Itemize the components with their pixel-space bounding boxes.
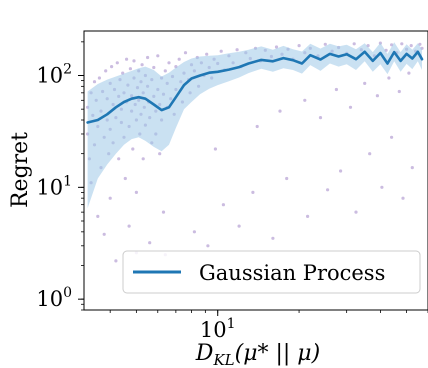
x-axis-label: DKL(μ* || μ) [195,341,320,368]
scatter-point-178 [397,89,401,94]
legend: Gaussian Process [122,250,421,294]
gp-mean-line [86,50,424,124]
scatter-point-132 [323,42,327,46]
scatter-point-164 [380,185,384,189]
scatter-point-128 [297,44,301,48]
scatter-point-124 [274,45,279,49]
scatter-point-6 [92,80,97,84]
scatter-point-148 [418,42,422,46]
scatter-point-32 [117,157,121,161]
scatter-point-174 [348,105,353,109]
scatter-point-53 [134,190,138,194]
axes-frame [83,30,428,311]
scatter-point-88 [167,61,171,65]
scatter-point-159 [306,214,310,218]
scatter-point-170 [278,109,282,113]
y-tick-label-2: 102 [36,62,72,88]
scatter-point-153 [206,244,210,248]
scatter-point-152 [192,230,196,234]
scatter-point-78 [156,54,160,58]
scatter-point-45 [128,67,132,71]
scatter-point-162 [354,210,358,214]
scatter-point-171 [303,98,307,102]
scatter-point-155 [237,224,241,228]
scatter-point-173 [334,87,338,92]
scatter-point-161 [339,169,343,173]
scatter-point-30 [115,61,119,65]
scatter-point-70 [148,241,152,245]
scatter-point-85 [163,69,167,73]
scatter-point-177 [387,76,391,80]
scatter-point-16 [102,232,106,236]
scatter-point-39 [123,176,127,181]
scatter-point-17 [104,69,108,73]
scatter-point-169 [255,124,259,129]
scatter-point-84 [161,210,166,214]
scatter-point-116 [235,48,239,52]
scatter-point-24 [110,65,114,69]
scatter-point-158 [285,176,289,181]
scatter-point-50 [132,59,136,63]
scatter-point-166 [401,196,405,200]
scatter-point-154 [221,203,225,207]
scatter-point-44 [127,224,131,228]
legend-box [122,250,421,294]
scatter-point-176 [375,94,379,98]
scatter-point-156 [251,190,255,194]
y-tick-label-1: 101 [36,173,72,199]
scatter-point-48 [131,147,135,151]
plot-area [86,41,424,263]
y-tick-label-0: 100 [36,285,72,311]
scatter-point-179 [407,71,411,75]
scatter-point-94 [177,57,181,61]
scatter-point-157 [271,236,275,240]
scatter-point-10 [96,214,100,218]
scatter-point-168 [213,147,217,151]
legend-label-gaussian-process: Gaussian Process [199,261,385,285]
scatter-point-67 [146,55,150,60]
scatter-point-163 [368,152,372,156]
x-tick-label-0: 101 [200,316,236,342]
scatter-point-107 [205,52,209,56]
scatter-point-172 [318,116,323,120]
scatter-point-62 [141,157,145,161]
scatter-point-112 [219,49,223,53]
scatter-point-167 [410,166,414,170]
scatter-point-11 [97,76,101,80]
scatter-point-146 [409,44,413,48]
scatter-point-165 [390,135,394,139]
scatter-point-144 [400,42,404,46]
scatter-point-80 [158,152,162,156]
scatter-point-74 [152,65,156,70]
scatter-point-175 [363,81,367,85]
scatter-point-136 [352,42,356,46]
scatter-point-40 [125,57,129,61]
scatter-point-60 [140,63,144,67]
scatter-point-23 [108,196,112,200]
scatter-point-160 [326,188,330,192]
gp-confidence-band [87,42,422,209]
scatter-point-98 [183,51,188,55]
scatter-point-29 [114,259,118,263]
y-axis-label: Regret [8,132,33,208]
